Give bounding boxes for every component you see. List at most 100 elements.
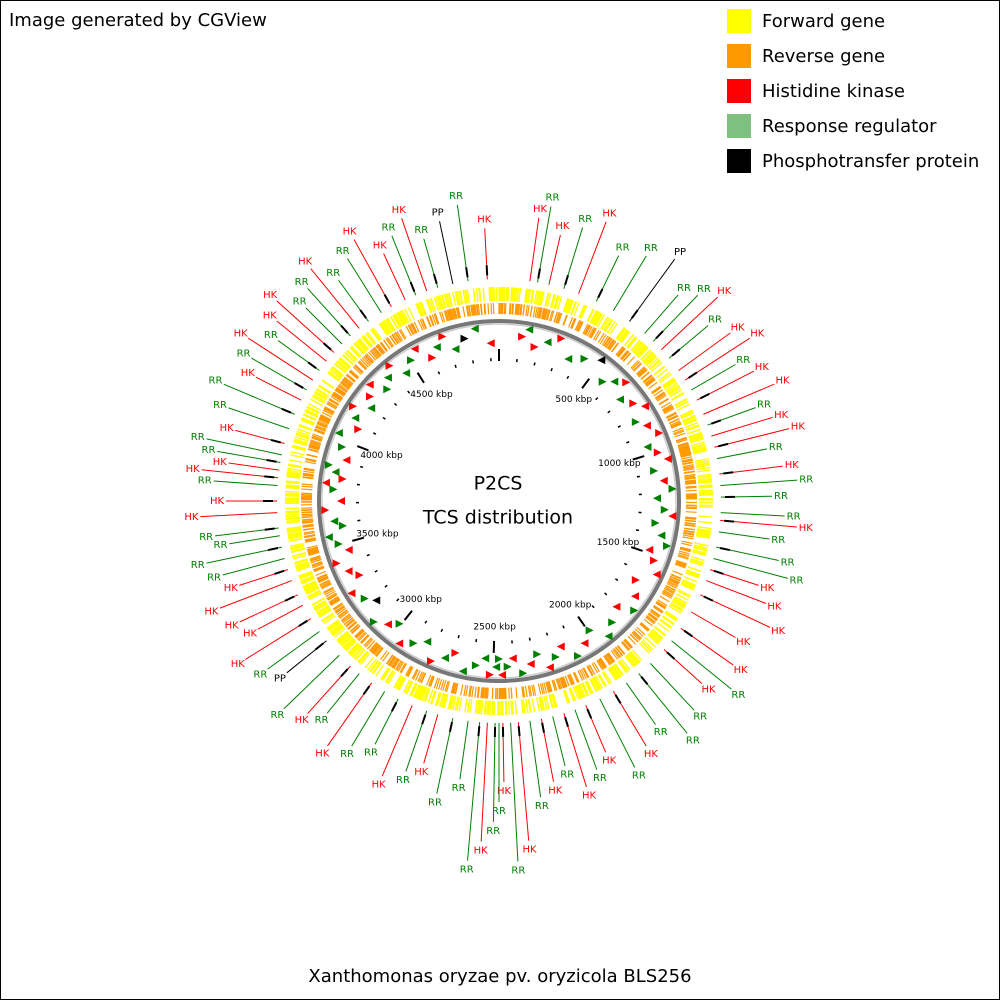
legend-label: Forward gene xyxy=(762,11,885,32)
forward-gene xyxy=(332,626,345,637)
forward-gene xyxy=(360,653,371,665)
reverse-gene xyxy=(664,407,675,415)
reverse-gene xyxy=(428,675,434,687)
reverse-gene xyxy=(480,687,483,699)
legend-label: Histidine kinase xyxy=(762,81,905,102)
reverse-gene xyxy=(337,384,348,393)
forward-gene xyxy=(658,371,671,382)
feature-label: HK xyxy=(644,749,659,760)
feature-marker xyxy=(640,402,649,411)
feature-label: RR xyxy=(253,669,267,680)
forward-gene xyxy=(627,337,638,349)
tick-label: 2500 kbp xyxy=(473,622,516,632)
forward-gene xyxy=(540,696,546,711)
forward-gene xyxy=(361,335,372,348)
reverse-gene xyxy=(307,448,319,453)
reverse-gene xyxy=(522,686,526,698)
reverse-gene xyxy=(648,612,659,620)
reverse-gene xyxy=(310,557,321,562)
forward-gene xyxy=(514,700,518,715)
forward-gene xyxy=(650,630,663,641)
forward-gene xyxy=(292,445,306,451)
forward-gene xyxy=(659,618,673,628)
forward-gene xyxy=(300,575,314,582)
reverse-gene xyxy=(536,306,540,318)
forward-gene xyxy=(479,700,482,715)
tick xyxy=(403,610,413,621)
forward-gene xyxy=(295,433,310,440)
forward-gene xyxy=(415,303,422,317)
reverse-gene xyxy=(516,303,519,315)
reverse-gene xyxy=(655,602,666,610)
feature-leader xyxy=(625,682,656,725)
feature-marker xyxy=(663,542,672,551)
reverse-gene xyxy=(604,654,612,665)
feature-marker xyxy=(495,655,503,663)
tick xyxy=(545,632,549,636)
reverse-gene xyxy=(379,342,388,352)
reverse-gene xyxy=(393,333,400,343)
forward-gene xyxy=(611,665,621,678)
forward-gene xyxy=(298,423,313,431)
forward-gene xyxy=(353,343,365,355)
feature-leader xyxy=(383,253,406,301)
reverse-gene xyxy=(306,453,318,458)
forward-gene xyxy=(551,693,557,708)
forward-gene xyxy=(316,604,329,614)
reverse-gene xyxy=(332,602,343,610)
reverse-gene xyxy=(656,394,667,402)
reverse-gene xyxy=(531,684,535,697)
reverse-gene xyxy=(685,485,697,488)
reverse-gene xyxy=(630,360,639,369)
reverse-gene xyxy=(534,306,538,318)
forward-gene xyxy=(304,584,318,592)
reverse-gene xyxy=(684,476,696,480)
reverse-gene xyxy=(670,573,682,580)
reverse-gene xyxy=(527,685,531,697)
forward-gene xyxy=(664,612,677,622)
forward-gene xyxy=(698,492,713,495)
center-title: P2CS xyxy=(474,473,523,495)
tick-label: 1000 kbp xyxy=(598,459,641,469)
legend-swatch xyxy=(727,114,751,138)
reverse-gene xyxy=(460,684,464,696)
forward-gene xyxy=(339,634,352,646)
reverse-gene xyxy=(321,583,332,590)
reverse-gene xyxy=(337,385,348,393)
outer-tick xyxy=(564,275,569,286)
forward-gene xyxy=(286,526,301,530)
forward-gene xyxy=(311,597,325,607)
reverse-gene xyxy=(371,348,380,358)
forward-gene xyxy=(286,473,301,477)
feature-marker xyxy=(407,356,416,365)
reverse-gene xyxy=(557,312,563,324)
legend-label: Response regulator xyxy=(762,116,937,137)
forward-gene xyxy=(366,331,377,344)
forward-gene xyxy=(287,528,302,533)
reverse-gene xyxy=(323,407,335,414)
reverse-gene xyxy=(551,680,556,692)
forward-gene xyxy=(344,352,356,363)
reverse-gene xyxy=(597,332,605,343)
forward-gene xyxy=(642,639,654,651)
forward-gene xyxy=(585,680,593,695)
forward-gene xyxy=(574,685,581,700)
reverse-gene xyxy=(485,687,488,699)
forward-gene xyxy=(346,349,358,361)
forward-gene xyxy=(692,449,707,454)
reverse-gene xyxy=(455,307,460,319)
reverse-gene xyxy=(529,685,533,697)
feature-marker xyxy=(622,378,631,387)
feature-label: HK xyxy=(731,323,746,334)
forward-gene xyxy=(343,638,355,650)
forward-gene xyxy=(371,661,381,674)
reverse-gene xyxy=(302,474,314,478)
reverse-gene xyxy=(613,648,622,658)
forward-gene xyxy=(336,361,348,372)
reverse-gene xyxy=(319,579,330,586)
forward-gene xyxy=(637,346,649,358)
forward-gene xyxy=(428,298,435,313)
reverse-gene xyxy=(684,519,696,523)
tick-label: 4500 kbp xyxy=(410,390,453,400)
reverse-gene xyxy=(302,476,314,479)
